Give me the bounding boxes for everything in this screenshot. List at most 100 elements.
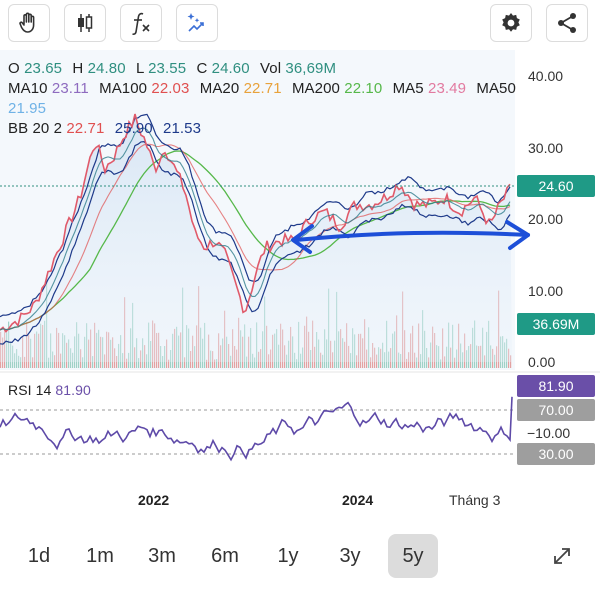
- price-tick-10: 10.00: [528, 283, 564, 299]
- expand-icon: [554, 548, 570, 564]
- expand-button[interactable]: [540, 534, 584, 578]
- ma20-key: MA20: [199, 80, 240, 97]
- range-3y[interactable]: 3y: [339, 544, 361, 567]
- rsi-legend: RSI 14 81.90: [8, 382, 91, 398]
- rsi-30-badge: 30.00: [517, 443, 595, 465]
- volume-bar: [168, 359, 170, 368]
- volume-bar: [416, 357, 418, 368]
- ma200-value: 22.10: [344, 80, 383, 97]
- price-line: [0, 113, 511, 333]
- range-5y[interactable]: 5y: [388, 534, 438, 578]
- x-label-2024: 2024: [342, 492, 374, 508]
- smart-indicator-button[interactable]: [176, 4, 218, 42]
- gear-icon: [502, 13, 520, 32]
- volume-bar: [406, 358, 408, 368]
- open-key: O: [8, 60, 20, 77]
- volume-bar: [20, 357, 22, 368]
- settings-button[interactable]: [490, 4, 532, 42]
- ma5-key: MA5: [392, 80, 424, 97]
- ma20-line: [0, 127, 511, 331]
- chart-area[interactable]: O 23.65 H 24.80 L 23.55 C 24.60 Vol 36,6…: [0, 48, 600, 520]
- volume-bar: [454, 357, 456, 368]
- function-icon: [132, 12, 150, 35]
- price-tick-0: 0.00: [528, 354, 556, 370]
- low-value: 23.55: [148, 60, 187, 77]
- price-tick-40: 40.00: [528, 68, 564, 84]
- bb-mid-value: 22.71: [66, 120, 105, 137]
- indicators-button[interactable]: [120, 4, 162, 42]
- volume-bar: [216, 359, 218, 368]
- x-label-2022: 2022: [138, 492, 170, 508]
- volume-bar: [92, 356, 94, 368]
- rsi-70-badge: 70.00: [517, 399, 595, 421]
- volume-bar: [254, 357, 256, 368]
- last-price-badge: 24.60: [517, 175, 595, 197]
- hand-icon: [19, 12, 35, 33]
- volume-bar: [440, 359, 442, 368]
- range-1d[interactable]: 1d: [27, 544, 51, 567]
- ma10-key: MA10: [8, 80, 48, 97]
- volume-bar: [296, 359, 298, 368]
- volume-value: 36,69M: [285, 60, 337, 77]
- candlestick-icon: [78, 14, 93, 32]
- range-3m[interactable]: 3m: [148, 544, 176, 567]
- bb-lower-value: 21.53: [163, 120, 202, 137]
- x-label-thang3: Tháng 3: [449, 492, 501, 508]
- volume-bar: [138, 358, 140, 368]
- rsi-key: RSI 14: [8, 382, 52, 398]
- price-chart[interactable]: [0, 48, 600, 520]
- high-value: 24.80: [87, 60, 126, 77]
- ma50-value: 21.95: [8, 100, 47, 117]
- bb-key: BB 20 2: [8, 120, 63, 137]
- ma100-line: [0, 143, 511, 331]
- volume-bar: [82, 357, 84, 368]
- price-tick-20: 20.00: [528, 211, 564, 227]
- drawn-arrow-annotation[interactable]: [291, 220, 530, 254]
- ma20-value: 22.71: [243, 80, 282, 97]
- chart-type-button[interactable]: [64, 4, 106, 42]
- ma200-key: MA200: [291, 80, 340, 97]
- range-bar: [0, 520, 600, 600]
- range-1y[interactable]: 1y: [277, 544, 299, 567]
- range-1m[interactable]: 1m: [86, 544, 114, 567]
- bb-upper-line: [0, 113, 511, 318]
- bb-upper-value: 25.90: [114, 120, 153, 137]
- low-key: L: [135, 60, 144, 77]
- rsi-line: [0, 396, 513, 462]
- ma50-key: MA50: [476, 80, 516, 97]
- high-key: H: [72, 60, 84, 77]
- ma5-value: 23.49: [428, 80, 467, 97]
- last-volume-badge: 36.69M: [517, 313, 595, 335]
- volume-bar: [444, 356, 446, 368]
- close-value: 24.60: [211, 60, 250, 77]
- volume-bar: [370, 357, 372, 368]
- volume-key: Vol: [259, 60, 282, 77]
- rsi-value: 81.90: [55, 382, 91, 398]
- volume-bar: [32, 357, 34, 368]
- bb-legend: BB 20 2 22.71 25.90 21.53: [8, 120, 207, 137]
- range-6m[interactable]: 6m: [211, 544, 239, 567]
- volume-bar: [48, 357, 50, 368]
- volume-bar: [24, 356, 26, 368]
- ohlc-legend: O 23.65 H 24.80 L 23.55 C 24.60 Vol 36,6…: [8, 60, 342, 77]
- price-tick-30: 30.00: [528, 140, 564, 156]
- ma-legend: MA10 23.11 MA100 22.03 MA20 22.71 MA200 …: [8, 80, 516, 97]
- close-key: C: [196, 60, 208, 77]
- share-button[interactable]: [546, 4, 588, 42]
- hand-tool-button[interactable]: [8, 4, 50, 42]
- toolbar: [0, 0, 600, 46]
- volume-bar: [214, 359, 216, 368]
- rsi-value-badge: 81.90: [517, 375, 595, 397]
- volume-bar: [126, 358, 128, 368]
- rsi-minus10-label: −10.00: [527, 425, 571, 441]
- share-icon: [558, 13, 576, 33]
- open-value: 23.65: [24, 60, 63, 77]
- ma10-value: 23.11: [51, 80, 89, 97]
- ma100-value: 22.03: [151, 80, 190, 97]
- bb-lower-line: [0, 140, 511, 345]
- volume-bar: [206, 359, 208, 368]
- volume-bar: [246, 356, 248, 368]
- volume-bar: [428, 357, 430, 368]
- volume-bar: [184, 357, 186, 368]
- magic-indicator-icon: [187, 13, 204, 32]
